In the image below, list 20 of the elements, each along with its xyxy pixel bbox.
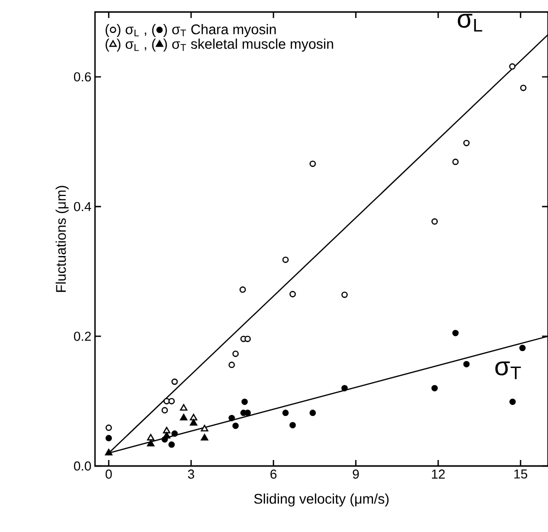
legend-label: ) σ$_{L}$ , ( <box>116 24 156 38</box>
annotation: ( <box>106 38 110 52</box>
annotation: ( <box>106 24 110 38</box>
legend-label: ) σ$_{L}$ , ( <box>116 38 156 52</box>
x-tick-label: 3 <box>188 470 194 479</box>
x-tick-label: 9 <box>352 470 359 479</box>
y-tick-label: 0.2 <box>74 332 91 341</box>
annotation: σ$_{T}$ <box>495 361 521 380</box>
x-tick-label: 6 <box>270 470 276 479</box>
y-axis-title: Fluctuations (μm) <box>56 186 69 292</box>
x-tick-label: 0 <box>106 470 112 479</box>
legend-label: ) σ$_{T}$ Chara myosin <box>163 24 276 38</box>
x-axis-title: Sliding velocity (μm/s) <box>254 494 389 507</box>
y-tick-label: 0.4 <box>74 202 92 212</box>
y-tick-label: 0.6 <box>74 72 91 82</box>
y-tick-label: 0.0 <box>74 461 91 471</box>
x-tick-label: 15 <box>514 470 528 479</box>
annotation: σ$_{L}$ <box>458 14 482 32</box>
legend-label: ) σ$_{T}$ skeletal muscle myosin <box>163 38 334 52</box>
x-tick-label: 12 <box>432 470 445 479</box>
